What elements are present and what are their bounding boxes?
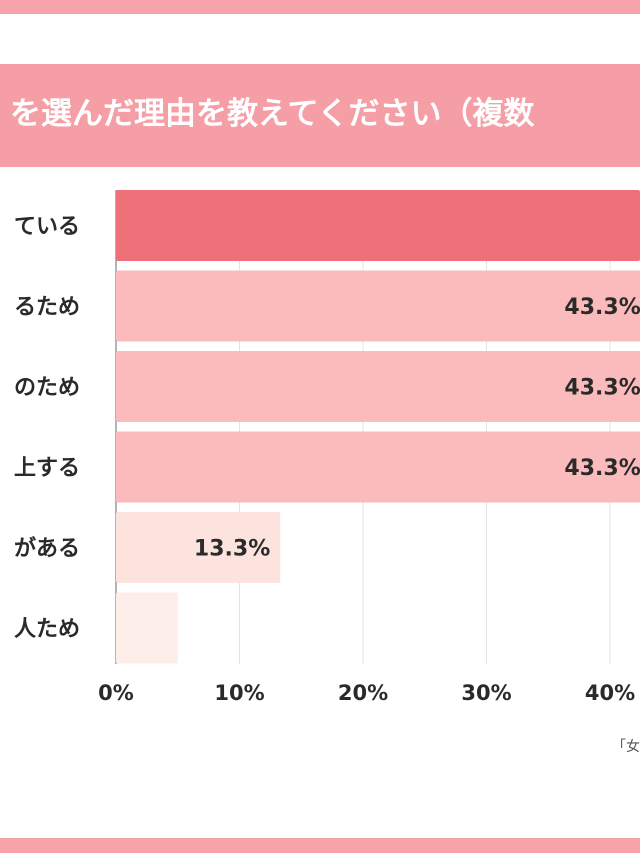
value-label: 43.3% xyxy=(564,456,640,481)
category-label: 人ため xyxy=(14,617,80,642)
bar xyxy=(116,512,281,583)
tick-layer: 0% 10% 20% 30% 40% xyxy=(98,681,635,705)
x-tick-label: 40% xyxy=(585,681,635,705)
bar xyxy=(116,431,640,503)
bar xyxy=(116,351,640,422)
source-note: 「女 xyxy=(612,739,640,755)
bottom-stripe xyxy=(0,838,640,853)
category-label: がある xyxy=(14,536,80,562)
bar-layer xyxy=(116,190,640,664)
bar xyxy=(116,270,640,342)
x-tick-label: 10% xyxy=(214,681,264,705)
top-stripe xyxy=(0,0,640,14)
chart-title: を選んだ理由を教えてください（複数 xyxy=(10,96,535,132)
x-tick-label: 0% xyxy=(98,681,134,705)
bar xyxy=(116,592,178,664)
category-label: のため xyxy=(14,376,80,401)
category-label: ている xyxy=(14,215,80,240)
bar xyxy=(116,190,640,261)
title-bar: を選んだ理由を教えてください（複数 xyxy=(0,64,640,167)
value-label: 13.3% xyxy=(194,537,270,562)
category-label: 上する xyxy=(14,456,80,481)
value-label: 43.3% xyxy=(564,376,640,401)
value-label: 43.3% xyxy=(564,295,640,320)
x-tick-label: 20% xyxy=(338,681,388,705)
x-tick-label: 30% xyxy=(461,681,511,705)
grid-layer xyxy=(115,190,611,664)
category-label: るため xyxy=(14,295,80,320)
